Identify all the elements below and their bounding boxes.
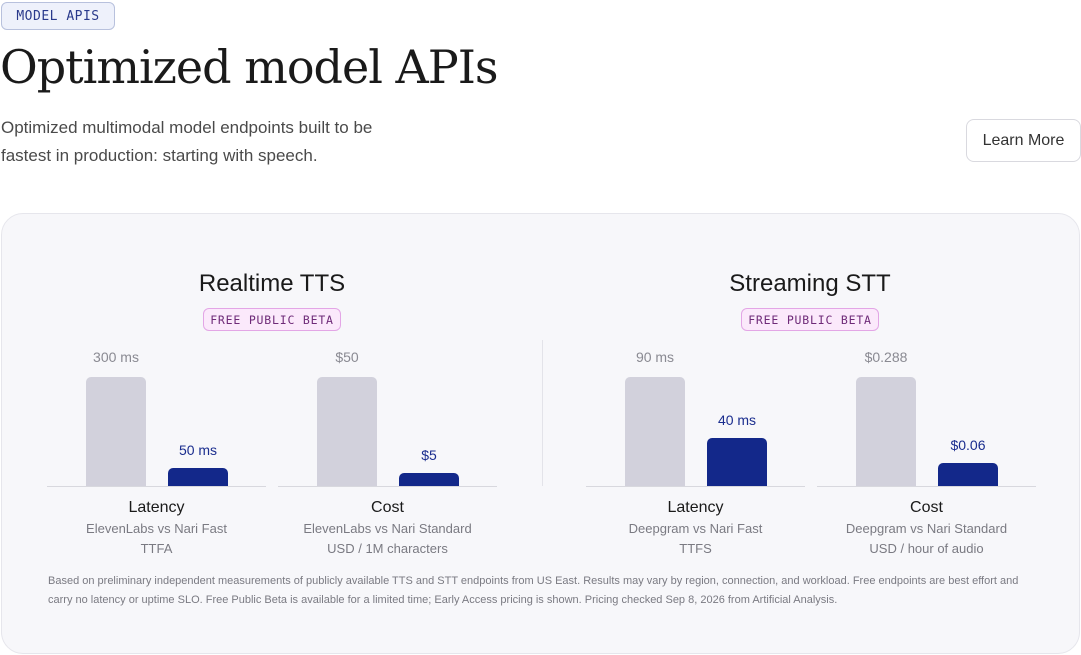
metric-unit: TTFS: [679, 541, 712, 556]
learn-more-button[interactable]: Learn More: [966, 119, 1081, 162]
metric-comparison: Deepgram vs Nari Fast: [628, 521, 763, 536]
metric-group-stt-latency: 90 ms 40 ms Latency Deepgram vs Nari Fas…: [586, 334, 805, 564]
metric-name: Latency: [667, 499, 724, 516]
competitor-value-label: $50: [335, 349, 359, 365]
metric-comparison: ElevenLabs vs Nari Fast: [86, 521, 227, 536]
nari-bar: [399, 473, 459, 486]
footnote: Based on preliminary independent measure…: [48, 575, 1019, 606]
section-tag: MODEL APIS: [1, 2, 115, 30]
section-title-tts: Realtime TTS: [198, 270, 346, 297]
competitor-bar: [317, 377, 377, 486]
metric-group-stt-cost: $0.288 $0.06 Cost Deepgram vs Nari Stand…: [817, 334, 1036, 564]
baseline: [586, 486, 805, 487]
page-subtitle: Optimized multimodal model endpoints bui…: [1, 118, 373, 165]
nari-bar: [168, 467, 228, 486]
nari-value-label: $0.06: [950, 437, 986, 454]
metric-unit: USD / hour of audio: [869, 541, 984, 556]
metric-group-tts-cost: $50 $5 Cost ElevenLabs vs Nari Standard …: [278, 334, 497, 564]
competitor-bar: [625, 377, 685, 486]
competitor-value-label: 90 ms: [635, 349, 675, 365]
metric-comparison: Deepgram vs Nari Standard: [845, 521, 1008, 536]
baseline: [278, 486, 497, 487]
nari-bar: [938, 463, 998, 486]
metric-name: Latency: [128, 499, 185, 516]
metric-unit: USD / 1M characters: [327, 541, 448, 556]
page-title: Optimized model APIs: [0, 40, 498, 94]
metric-name: Cost: [910, 499, 943, 516]
metric-name: Cost: [371, 499, 404, 516]
section-title-stt: Streaming STT: [729, 270, 891, 297]
baseline: [817, 486, 1036, 487]
nari-value-label: 40 ms: [717, 411, 757, 428]
metric-comparison: ElevenLabs vs Nari Standard: [303, 521, 472, 536]
metric-unit: TTFA: [140, 541, 173, 556]
nari-value-label: $5: [421, 447, 437, 463]
section-divider: [542, 340, 543, 486]
competitor-value-label: 300 ms: [93, 349, 139, 365]
nari-value-label: 50 ms: [178, 441, 218, 458]
nari-bar: [707, 437, 767, 486]
baseline: [47, 486, 266, 487]
competitor-bar: [86, 377, 146, 486]
metric-group-tts-latency: 300 ms 50 ms Latency ElevenLabs vs Nari …: [47, 334, 266, 564]
competitor-bar: [856, 377, 916, 486]
beta-badge-stt: FREE PUBLIC BETA: [741, 308, 879, 331]
comparison-panel: Realtime TTS FREE PUBLIC BETA 300 ms 50 …: [1, 213, 1080, 654]
beta-badge-tts: FREE PUBLIC BETA: [203, 308, 341, 331]
competitor-value-label: $0.288: [864, 349, 908, 365]
